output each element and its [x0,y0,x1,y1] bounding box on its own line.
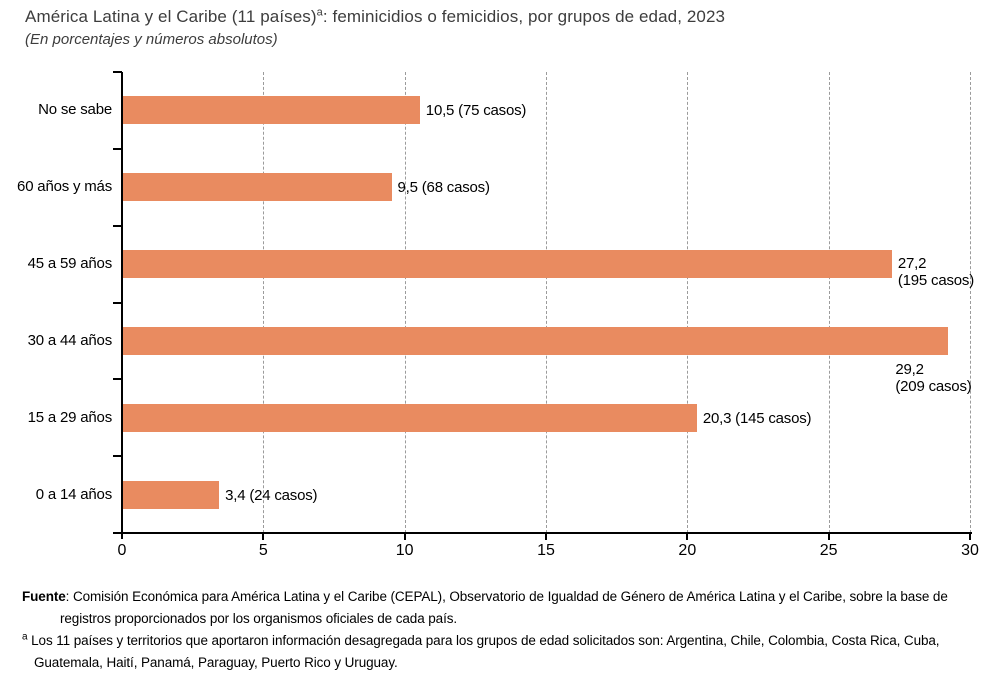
y-axis-tick [113,455,122,458]
x-tick-label: 0 [117,542,127,559]
x-tick-label: 15 [537,542,555,559]
x-axis-tick [969,534,971,540]
y-axis-tick [113,147,122,150]
gridline [970,72,971,533]
bar [123,96,420,125]
y-axis-tick [113,224,122,227]
x-tick-label: 30 [961,542,979,559]
x-axis [121,532,972,534]
x-axis-tick [262,534,265,540]
y-axis-tick [113,301,122,304]
x-axis-tick [686,534,689,540]
bar [123,173,392,202]
category-label: 45 a 59 años [27,255,113,273]
x-tick-label: 20 [678,542,697,559]
category-label: 15 a 29 años [27,408,113,426]
bar-value-label: 10,5 (75 casos) [425,102,527,120]
x-axis-tick [827,534,830,540]
y-axis-tick [113,532,122,534]
bar-value-label: 27,2 (195 casos) [897,255,975,290]
chart-title-suffix: : feminicidios o femicidios, por grupos … [322,7,726,26]
footnote: a Los 11 países y territorios que aporta… [22,630,976,674]
bar-value-label: 29,2 (209 casos) [895,360,972,395]
y-axis-tick [113,378,122,381]
category-label: 30 a 44 años [27,331,113,349]
category-label: 0 a 14 años [35,485,112,503]
source-label: Fuente [22,589,66,604]
x-tick-label: 10 [395,542,414,559]
x-axis-tick [545,534,547,540]
bar [123,480,220,509]
y-axis-tick [113,71,122,73]
category-label: No se sabe [38,101,112,119]
chart-title-footnote-marker: a [316,6,323,19]
footnote-marker: a [22,631,28,643]
chart-title-text: América Latina y el Caribe (11 países) [25,7,317,26]
footer: Fuente: Comisión Económica para América … [22,586,976,674]
source-text: : Comisión Económica para América Latina… [60,589,948,626]
gridline [546,72,547,533]
footnote-text: Los 11 países y territorios que aportaro… [31,633,940,670]
bar [123,403,697,432]
bar-value-label: 20,3 (145 casos) [702,409,812,427]
bar [123,250,892,279]
gridline [828,72,830,533]
source-note: Fuente: Comisión Económica para América … [22,586,976,630]
bar-value-label: 9,5 (68 casos) [397,179,490,197]
chart-subtitle: (En porcentajes y números absolutos) [25,31,278,48]
gridline [687,72,689,533]
x-tick-label: 25 [819,542,838,559]
x-axis-tick [403,534,406,540]
x-tick-label: 5 [258,542,268,559]
y-axis [121,72,123,539]
chart-title: América Latina y el Caribe (11 países)a:… [25,7,725,27]
bar [123,326,949,355]
gridline [404,72,406,533]
category-label: 60 años y más [17,178,112,196]
gridline [263,72,265,533]
bar-value-label: 3,4 (24 casos) [225,486,318,504]
